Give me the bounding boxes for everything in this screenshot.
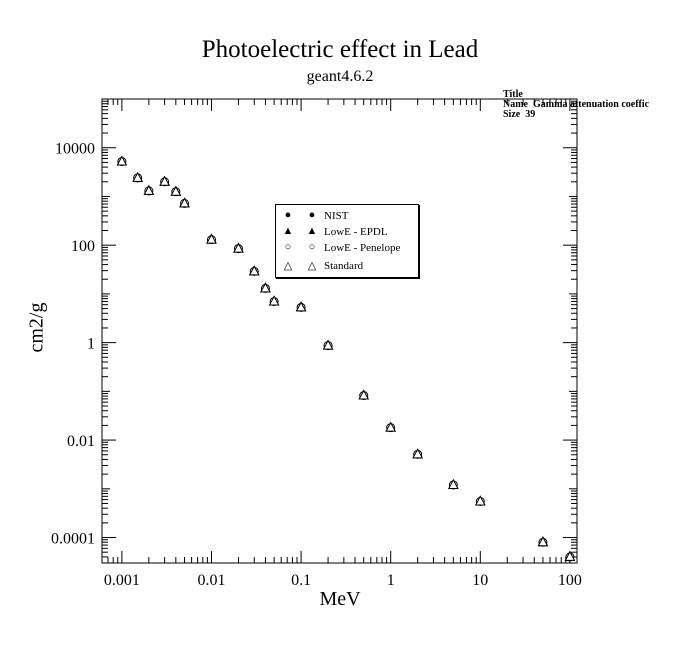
open-triangle-icon: △ [283, 260, 293, 272]
stats-name-value: Gamma attenuation coeffic [533, 99, 650, 110]
x-tick-label: 0.01 [197, 572, 225, 589]
data-point-series-3 [179, 197, 190, 208]
y-tick-label: 0.01 [67, 433, 95, 450]
data-point-series-3 [564, 550, 576, 561]
legend-label: LowE - EPDL [324, 226, 388, 238]
legend-entry-lowe-penelope: ○ ○ LowE - Penelope [276, 240, 418, 256]
data-point-series-3 [322, 339, 334, 350]
y-tick-label: 100 [71, 238, 95, 255]
data-point-series-3 [233, 242, 244, 253]
chart-title: Photoelectric effect in Lead [201, 36, 479, 63]
open-circle-icon: ○ [284, 241, 292, 253]
x-tick-label: 10 [472, 572, 488, 589]
stats-size-label: Size [503, 109, 521, 120]
x-tick-label: 0.001 [104, 572, 140, 589]
stats-size-value: 39 [525, 109, 536, 120]
x-tick-label: 100 [558, 572, 582, 589]
axis-ticks [101, 98, 577, 564]
data-point-series-3 [447, 478, 459, 489]
data-point-series-3 [295, 301, 307, 312]
tick-labels: 0.001 0.01 0.1 1 10 100 0.0001 0.01 1 100 10000 [51, 141, 582, 589]
y-tick-label: 0.0001 [51, 531, 95, 548]
data-point-series-3 [116, 155, 128, 166]
data-point-series-3 [170, 185, 182, 196]
legend-entry-nist: ● ● NIST [276, 208, 418, 224]
stats-size-row: Size 39 [503, 110, 649, 120]
legend: ● ● NIST ▲ ▲ LowE - EPDL ○ ○ LowE - Pene… [275, 204, 419, 278]
data-point-series-3 [412, 448, 423, 459]
stats-name-row: Name Gamma attenuation coeffic [503, 100, 649, 110]
data-points [116, 155, 576, 562]
y-axis-label: cm2/g [25, 302, 48, 353]
legend-label: NIST [324, 210, 349, 222]
data-point-series-3 [132, 171, 143, 182]
data-point-series-3 [159, 175, 170, 186]
legend-label: LowE - Penelope [324, 242, 401, 254]
data-point-series-3 [474, 495, 486, 506]
data-point-series-3 [248, 265, 260, 276]
filled-triangle-icon: ▲ [306, 225, 318, 237]
x-tick-label: 1 [387, 572, 395, 589]
stats-name-label: Name [503, 99, 528, 110]
open-triangle-icon: △ [307, 260, 317, 272]
x-tick-label: 0.1 [291, 572, 311, 589]
data-point-series-3 [268, 295, 280, 306]
stats-title-label: Title [503, 89, 523, 100]
filled-circle-icon: ● [284, 209, 292, 221]
data-point-series-3 [385, 421, 397, 432]
x-axis-label: MeV [319, 588, 361, 610]
legend-entry-lowe-epdl: ▲ ▲ LowE - EPDL [276, 224, 418, 240]
legend-label: Standard [324, 260, 364, 272]
y-tick-label: 1 [87, 336, 95, 353]
legend-entry-standard: △ △ Standard [276, 258, 418, 274]
data-point-series-3 [206, 233, 217, 244]
data-point-series-3 [358, 389, 370, 400]
data-point-series-3 [537, 536, 549, 547]
data-point-series-3 [143, 184, 155, 195]
data-point-series-3 [260, 282, 271, 293]
filled-circle-icon: ● [308, 209, 316, 221]
chart-subtitle: geant4.6.2 [306, 68, 374, 85]
stats-box: Title Name Gamma attenuation coeffic Siz… [503, 90, 649, 120]
plot-frame [101, 98, 578, 564]
filled-triangle-icon: ▲ [282, 225, 294, 237]
open-circle-icon: ○ [308, 241, 316, 253]
y-tick-label: 10000 [55, 141, 95, 158]
